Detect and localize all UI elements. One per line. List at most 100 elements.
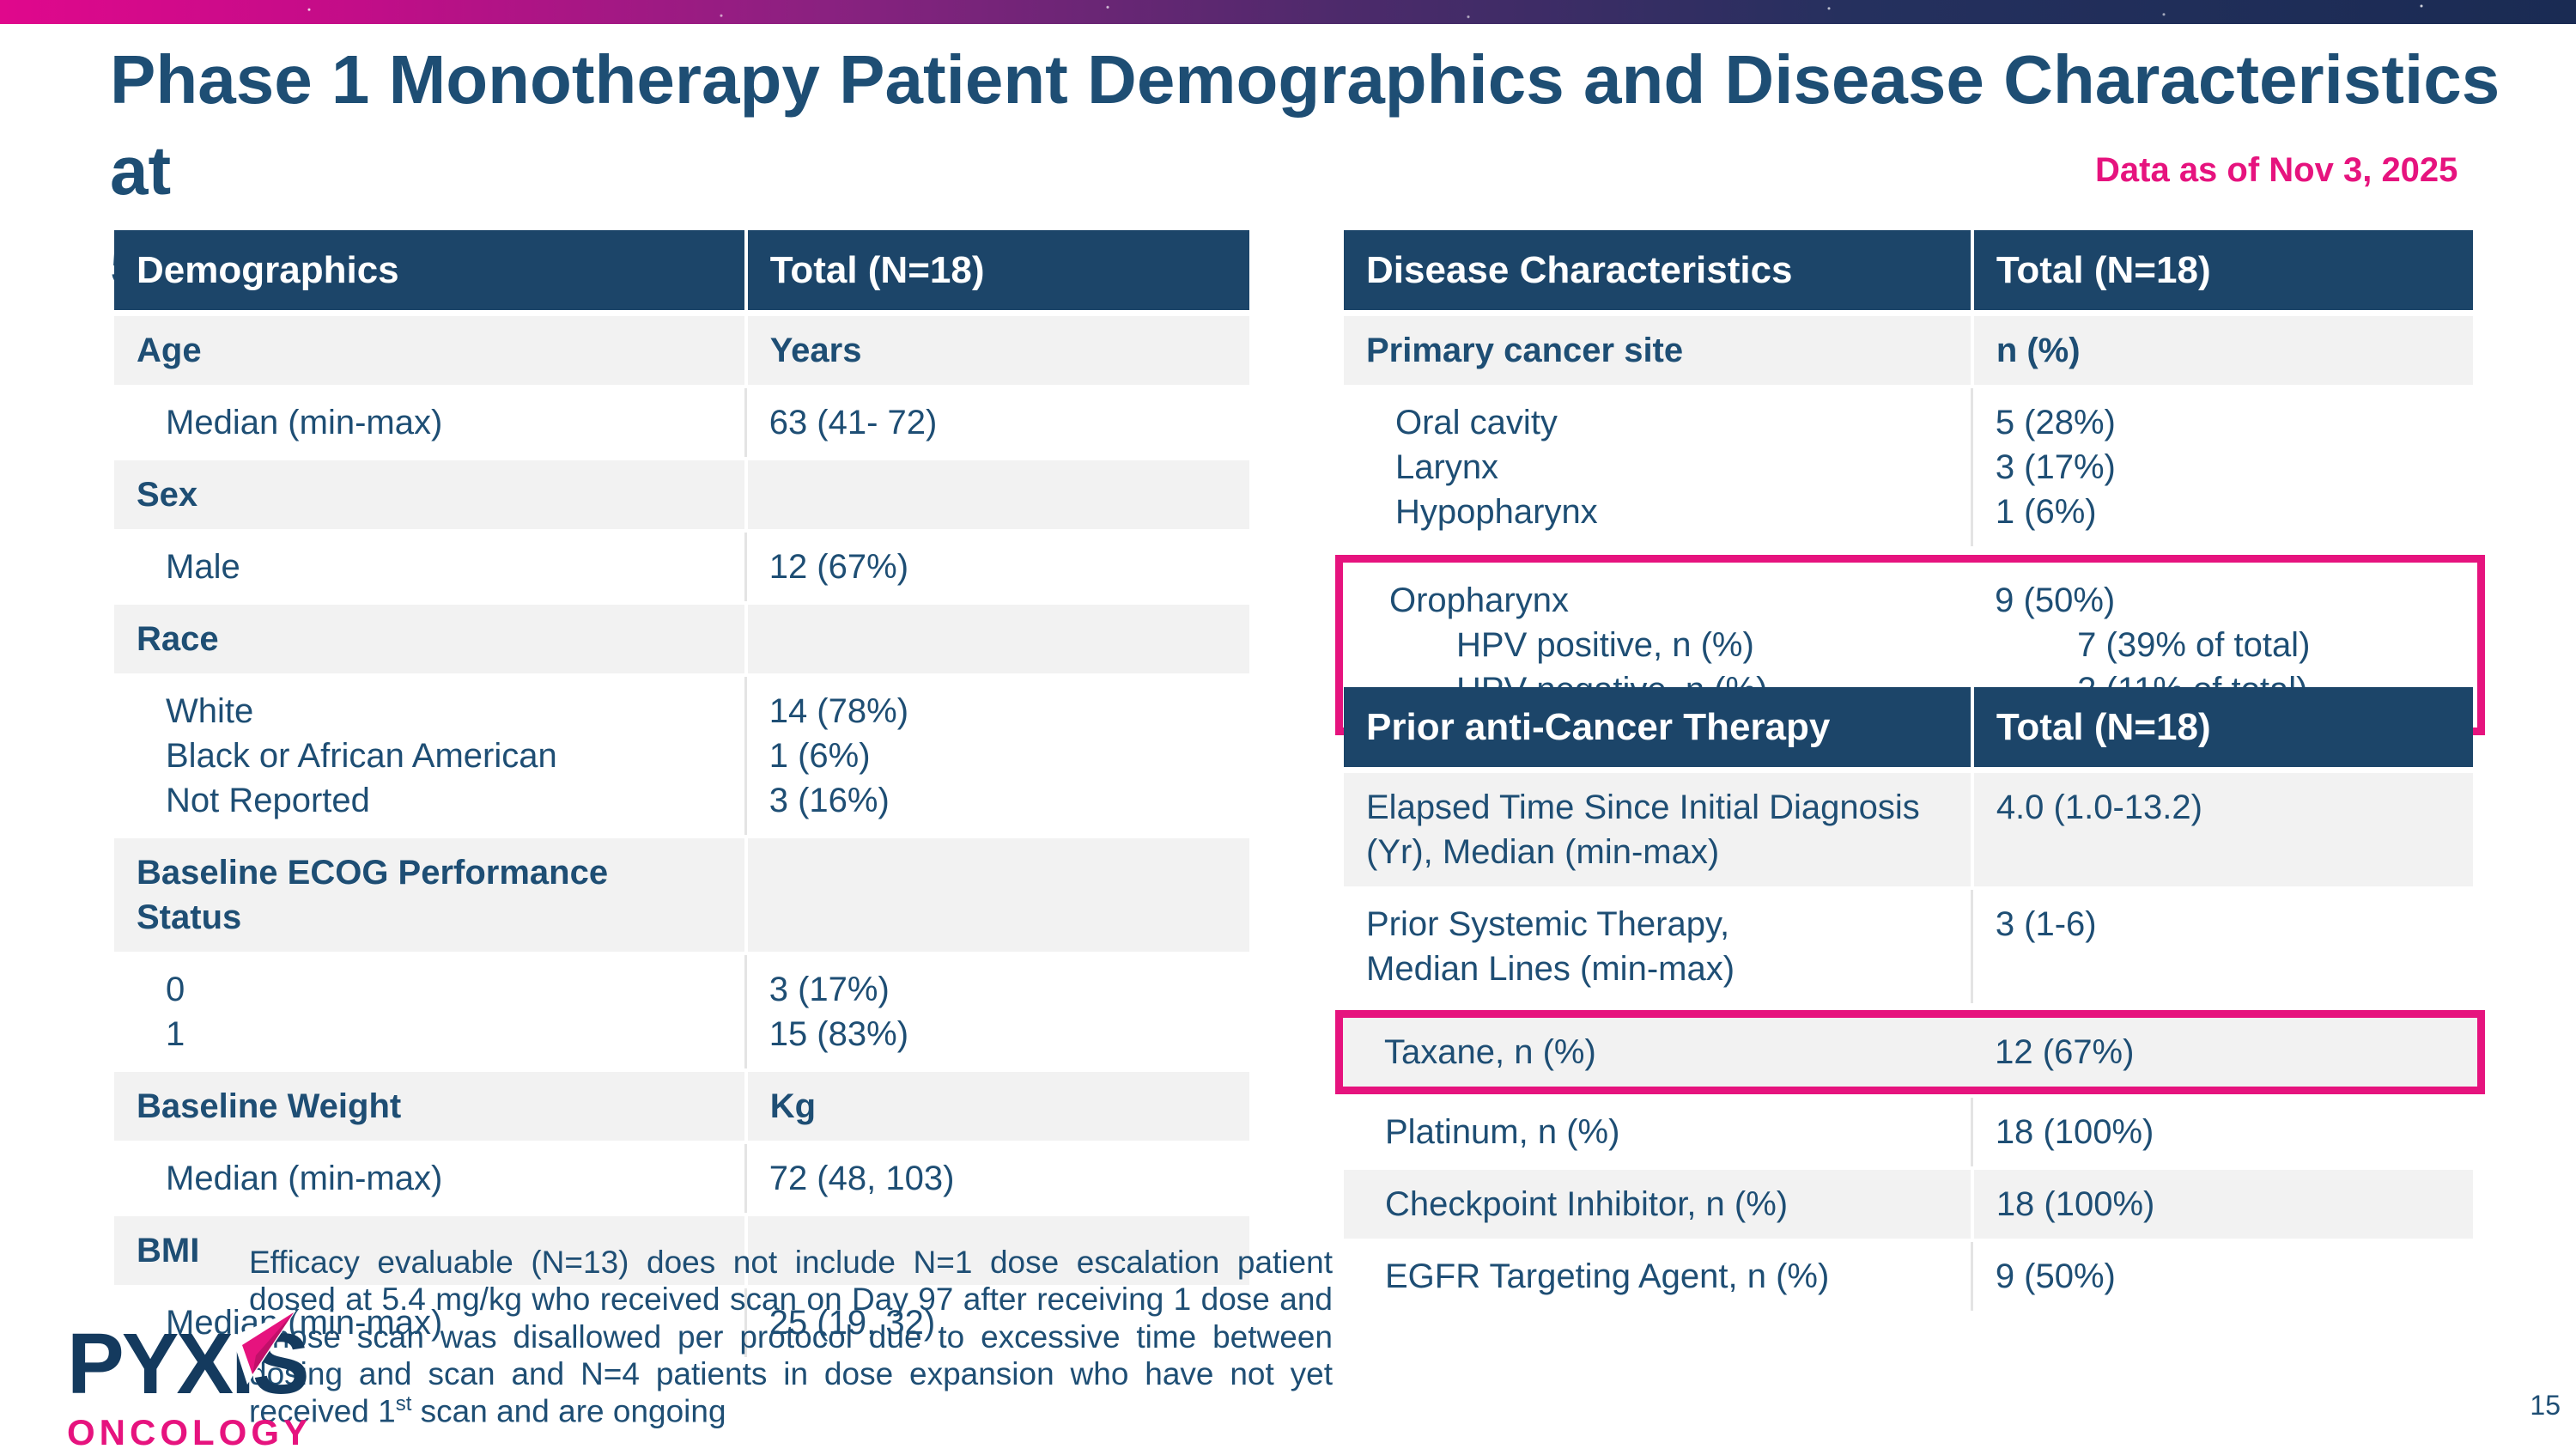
- therapy-total-header: Total (N=18): [1970, 687, 2473, 768]
- sex-value-empty: [744, 460, 1249, 530]
- systemic-label-line2: Median Lines (min-max): [1366, 950, 1735, 989]
- larynx-value: 3 (17%): [1995, 448, 2116, 487]
- logo-brand-text: PYXIS: [67, 1311, 410, 1407]
- table-row: Platinum, n (%) 18 (100%): [1344, 1098, 2473, 1171]
- race-categories: White Black or African American Not Repo…: [114, 677, 744, 835]
- table-row: Median (min-max) 72 (48, 103): [114, 1144, 1249, 1217]
- top-gradient-banner: [0, 0, 2576, 24]
- table-row: Elapsed Time Since Initial Diagnosis (Yr…: [1344, 773, 2473, 891]
- age-median-value: 63 (41- 72): [744, 388, 1249, 458]
- bmi-median-value: 25 (19, 32): [744, 1288, 1249, 1358]
- table-row: Median (min-max) 63 (41- 72): [114, 388, 1249, 461]
- table-row: White Black or African American Not Repo…: [114, 677, 1249, 839]
- weight-median-label: Median (min-max): [166, 1160, 443, 1198]
- weight-unit: Kg: [744, 1072, 1249, 1142]
- demographics-total-header: Total (N=18): [744, 230, 1249, 311]
- pyxis-oncology-logo: PYXIS ONCOLOGY: [67, 1311, 410, 1449]
- footnote-superscript: st: [395, 1392, 412, 1416]
- oropharynx-value: 9 (50%): [1995, 581, 2116, 620]
- bmi-value-empty: [744, 1216, 1249, 1286]
- prior-therapy-table: Prior anti-Cancer Therapy Total (N=18) E…: [1335, 687, 2485, 1315]
- egfr-value: 9 (50%): [1970, 1242, 2473, 1312]
- footnote: Efficacy evaluable (N=13) does not inclu…: [249, 1244, 1333, 1430]
- hpv-positive-label: HPV positive, n (%): [1456, 626, 1754, 665]
- table-row: Sex: [114, 460, 1249, 533]
- oral-cavity-label: Oral cavity: [1395, 404, 1558, 442]
- hypopharynx-label: Hypopharynx: [1395, 493, 1598, 532]
- primary-site-label: Primary cancer site: [1366, 332, 1684, 370]
- larynx-label: Larynx: [1395, 448, 1499, 487]
- footnote-text: Efficacy evaluable (N=13) does not inclu…: [249, 1245, 1333, 1429]
- race-white-value: 14 (78%): [769, 692, 909, 731]
- ecog-0-value: 3 (17%): [769, 971, 890, 1009]
- table-row: Prior Systemic Therapy, Median Lines (mi…: [1344, 890, 2473, 1008]
- disease-characteristics-table: Disease Characteristics Total (N=18) Pri…: [1335, 230, 2485, 737]
- compass-needle-icon: [232, 1311, 296, 1385]
- weight-median-value: 72 (48, 103): [744, 1144, 1249, 1214]
- logo-division: ONCOLOGY: [67, 1412, 313, 1449]
- ecog-categories: 0 1: [114, 955, 744, 1068]
- table-row: Median (min-max) 25 (19, 32): [114, 1288, 1249, 1361]
- elapsed-label: Elapsed Time Since Initial Diagnosis (Yr…: [1344, 773, 1971, 886]
- primary-site-unit: n (%): [1970, 316, 2473, 386]
- table-row: Age Years: [114, 316, 1249, 389]
- table-row: EGFR Targeting Agent, n (%) 9 (50%): [1344, 1242, 2473, 1315]
- ecog-value-empty: [744, 838, 1249, 953]
- demographics-table: Demographics Total (N=18) Age Years Medi…: [114, 230, 1249, 1361]
- taxane-value: 12 (67%): [1995, 1033, 2135, 1072]
- table-row: Checkpoint Inhibitor, n (%) 18 (100%): [1344, 1170, 2473, 1243]
- table-row: Baseline Weight Kg: [114, 1072, 1249, 1145]
- systemic-value-cell: 3 (1-6): [1970, 890, 2473, 1004]
- table-row: Primary cancer site n (%): [1344, 316, 2473, 389]
- demographics-header-row: Demographics Total (N=18): [114, 230, 1249, 317]
- data-cutoff-label: Data as of Nov 3, 2025: [2095, 151, 2458, 189]
- oropharynx-label: Oropharynx: [1389, 581, 1569, 620]
- ecog-1-label: 1: [166, 1015, 185, 1054]
- race-white-label: White: [166, 692, 254, 731]
- race-black-label: Black or African American: [166, 737, 557, 776]
- hpv-positive-value: 7 (39% of total): [2077, 626, 2311, 665]
- age-median-label: Median (min-max): [166, 404, 443, 442]
- bmi-median-label: Median (min-max): [166, 1304, 443, 1342]
- table-row: Male 12 (67%): [114, 533, 1249, 606]
- age-unit: Years: [744, 316, 1249, 386]
- footnote-text-end: scan and are ongoing: [411, 1393, 726, 1429]
- table-row: Race: [114, 605, 1249, 678]
- bmi-label: BMI: [137, 1232, 200, 1270]
- male-label: Male: [166, 548, 240, 587]
- elapsed-label-line1: Elapsed Time Since Initial Diagnosis: [1366, 788, 1920, 827]
- ecog-label: Baseline ECOG Performance Status: [137, 854, 609, 937]
- weight-label: Baseline Weight: [137, 1087, 402, 1126]
- platinum-value: 18 (100%): [1970, 1098, 2473, 1167]
- elapsed-label-line2: (Yr), Median (min-max): [1366, 833, 1720, 872]
- systemic-label: Prior Systemic Therapy, Median Lines (mi…: [1344, 890, 1971, 1003]
- race-label: Race: [137, 620, 219, 659]
- disease-total-header: Total (N=18): [1970, 230, 2473, 311]
- table-row: Taxane, n (%) 12 (67%): [1343, 1018, 2477, 1087]
- platinum-label: Platinum, n (%): [1385, 1113, 1620, 1152]
- systemic-label-line1: Prior Systemic Therapy,: [1366, 905, 1730, 944]
- table-row: Oral cavity Larynx Hypopharynx 5 (28%) 3…: [1344, 388, 2473, 551]
- site-values: 5 (28%) 3 (17%) 1 (6%): [1970, 388, 2473, 547]
- race-values: 14 (78%) 1 (6%) 3 (16%): [744, 677, 1249, 836]
- therapy-header: Prior anti-Cancer Therapy: [1366, 706, 1831, 748]
- race-notreported-label: Not Reported: [166, 782, 370, 820]
- male-value: 12 (67%): [744, 533, 1249, 602]
- oral-cavity-value: 5 (28%): [1995, 404, 2116, 442]
- banner-star-specks: [0, 0, 2576, 24]
- demographics-header: Demographics: [137, 249, 399, 291]
- race-value-empty: [744, 605, 1249, 674]
- ecog-values: 3 (17%) 15 (83%): [744, 955, 1249, 1069]
- ecog-0-label: 0: [166, 971, 185, 1009]
- disease-header: Disease Characteristics: [1366, 249, 1793, 291]
- systemic-value: 3 (1-6): [1995, 905, 2097, 944]
- site-labels: Oral cavity Larynx Hypopharynx: [1344, 388, 1971, 546]
- age-label: Age: [137, 332, 202, 370]
- ecog-1-value: 15 (83%): [769, 1015, 909, 1054]
- egfr-label: EGFR Targeting Agent, n (%): [1385, 1257, 1830, 1296]
- checkpoint-label: Checkpoint Inhibitor, n (%): [1385, 1185, 1789, 1224]
- elapsed-value: 4.0 (1.0-13.2): [1996, 788, 2202, 827]
- hypopharynx-value: 1 (6%): [1995, 493, 2097, 532]
- table-row: 0 1 3 (17%) 15 (83%): [114, 955, 1249, 1073]
- disease-header-row: Disease Characteristics Total (N=18): [1344, 230, 2473, 317]
